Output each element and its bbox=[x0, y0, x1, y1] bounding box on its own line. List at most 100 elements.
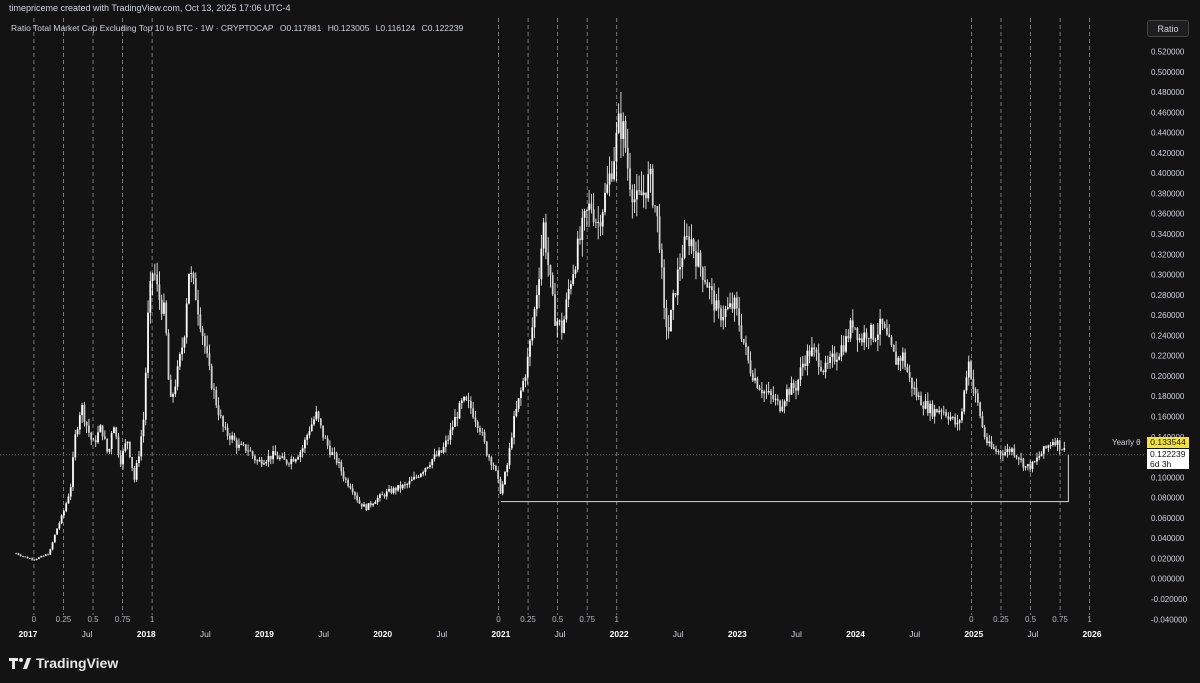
candle-body bbox=[863, 332, 866, 343]
candle-body bbox=[899, 357, 902, 361]
candle-body bbox=[433, 454, 436, 460]
candle-body bbox=[988, 441, 991, 444]
candle-body bbox=[333, 452, 336, 454]
y-tick-label: 0.280000 bbox=[1151, 291, 1185, 300]
candle-body bbox=[897, 357, 900, 365]
tradingview-logo[interactable]: TradingView bbox=[9, 655, 118, 671]
candle-body bbox=[406, 484, 409, 486]
candle-body bbox=[44, 554, 47, 556]
candle-body bbox=[551, 275, 554, 295]
x-tick-label: Jul bbox=[673, 629, 684, 639]
candle-body bbox=[615, 132, 618, 162]
candle-body bbox=[570, 284, 572, 290]
candle-body bbox=[833, 353, 836, 362]
candle-body bbox=[274, 451, 277, 456]
symbol-legend[interactable]: Ratio Total Market Cap Excluding Top 10 … bbox=[11, 23, 467, 33]
candle-body bbox=[715, 300, 718, 311]
candle-body bbox=[938, 410, 941, 413]
candle-body bbox=[197, 300, 199, 315]
candle-body bbox=[940, 410, 943, 412]
candle-body bbox=[408, 481, 411, 485]
candle-body bbox=[545, 222, 547, 253]
candle-body bbox=[53, 534, 56, 543]
candle-body bbox=[606, 184, 609, 193]
candle-body bbox=[792, 383, 795, 388]
candle-body bbox=[631, 189, 634, 203]
candle-body bbox=[122, 450, 124, 465]
candle-body bbox=[974, 389, 977, 394]
candle-body bbox=[854, 327, 857, 329]
candle-body bbox=[244, 444, 247, 451]
candle-body bbox=[40, 556, 43, 558]
candle-body bbox=[847, 336, 850, 339]
ratio-scale-button[interactable]: Ratio bbox=[1147, 20, 1189, 37]
candle-body bbox=[542, 222, 545, 249]
candle-body bbox=[820, 366, 822, 371]
candle-body bbox=[986, 437, 988, 444]
candle-body bbox=[247, 450, 249, 452]
candle-body bbox=[422, 471, 425, 474]
candle-body bbox=[279, 457, 281, 459]
price-axis[interactable]: 0.520000 0.500000 0.480000 0.460000 0.440000… bbox=[1151, 48, 1188, 625]
candle-body bbox=[451, 426, 454, 430]
candle-body bbox=[533, 309, 536, 328]
candle-body bbox=[538, 279, 540, 296]
support-rectangle-line[interactable] bbox=[500, 454, 1069, 503]
candle-body bbox=[415, 476, 418, 478]
time-axis[interactable]: 2017 Jul 2018 Jul 2019 Jul 2020 Jul 2021 Jul 2022 J… bbox=[19, 629, 1102, 639]
candle-body bbox=[547, 252, 550, 266]
fib-zone-label: 0.75 bbox=[115, 615, 131, 624]
x-tick-label: 2026 bbox=[1083, 629, 1102, 639]
fib-zone-label: 0.5 bbox=[552, 615, 564, 624]
candle-body bbox=[506, 465, 509, 472]
candle-body bbox=[369, 503, 372, 506]
candle-body bbox=[317, 411, 320, 419]
candle-body bbox=[169, 379, 172, 397]
candle-body bbox=[388, 489, 390, 492]
fib-zone-label: 0.25 bbox=[993, 615, 1009, 624]
candle-body bbox=[458, 403, 461, 419]
candle-body bbox=[342, 471, 345, 479]
y-tick-label: 0.020000 bbox=[1151, 554, 1185, 563]
candle-body bbox=[560, 320, 563, 333]
candle-body bbox=[88, 425, 90, 433]
candle-body bbox=[65, 503, 68, 512]
candle-body bbox=[178, 354, 181, 367]
candle-body bbox=[529, 340, 531, 357]
y-tick-label: 0.440000 bbox=[1151, 129, 1185, 138]
candle-body bbox=[49, 549, 52, 555]
candle-body bbox=[597, 222, 600, 223]
candle-body bbox=[861, 338, 863, 343]
candle-body bbox=[990, 441, 993, 448]
candle-body bbox=[494, 465, 497, 471]
candle-body bbox=[967, 361, 970, 378]
candle-body bbox=[776, 398, 779, 401]
y-tick-label: 0.400000 bbox=[1151, 169, 1185, 178]
candle-body bbox=[535, 295, 538, 310]
candle-body bbox=[358, 500, 361, 504]
candle-body bbox=[485, 441, 488, 456]
candle-body bbox=[174, 386, 177, 395]
candle-body bbox=[219, 415, 222, 417]
candle-body bbox=[808, 350, 811, 357]
candle-body bbox=[322, 425, 325, 438]
candle-body bbox=[38, 557, 40, 559]
candle-body bbox=[28, 558, 31, 560]
candle-body bbox=[647, 174, 650, 199]
candle-body bbox=[999, 451, 1002, 454]
candle-body bbox=[431, 459, 434, 466]
candle-body bbox=[588, 203, 591, 211]
candle-body bbox=[1058, 440, 1061, 450]
symbol-title[interactable]: Ratio Total Market Cap Excluding Top 10 … bbox=[11, 23, 274, 33]
candle-body bbox=[156, 274, 159, 285]
candle-body bbox=[1029, 464, 1032, 469]
candle-body bbox=[781, 406, 784, 412]
candle-body bbox=[1015, 455, 1018, 458]
candle-body bbox=[901, 352, 904, 361]
candle-body bbox=[181, 347, 184, 355]
candle-body bbox=[699, 252, 702, 268]
candle-body bbox=[576, 238, 579, 270]
candle-body bbox=[760, 390, 763, 394]
candle-body bbox=[444, 440, 447, 447]
